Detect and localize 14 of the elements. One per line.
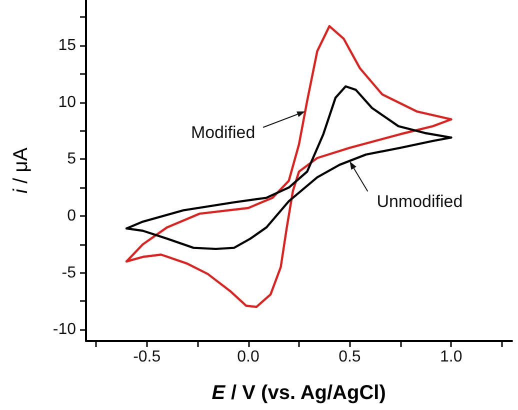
annotation: Unmodified [376, 192, 463, 211]
x-tick-label: 0.5 [338, 348, 361, 366]
y-tick-label: 15 [58, 36, 76, 54]
y-tick-label: 10 [58, 94, 76, 111]
y-axis-title: i / μA [10, 146, 32, 194]
x-tick-label: -0.5 [133, 348, 161, 366]
y-tick-label: 0 [67, 207, 76, 224]
y-tick-label: -10 [52, 321, 76, 338]
x-tick-label: 1.0 [440, 348, 462, 366]
y-tick-label: -5 [62, 264, 76, 282]
annotation: Modified [190, 122, 256, 142]
x-axis-title: E / V (vs. Ag/AgCl) [212, 382, 386, 404]
x-tick-label: 0.0 [237, 348, 260, 366]
y-tick-label: 5 [67, 150, 76, 168]
